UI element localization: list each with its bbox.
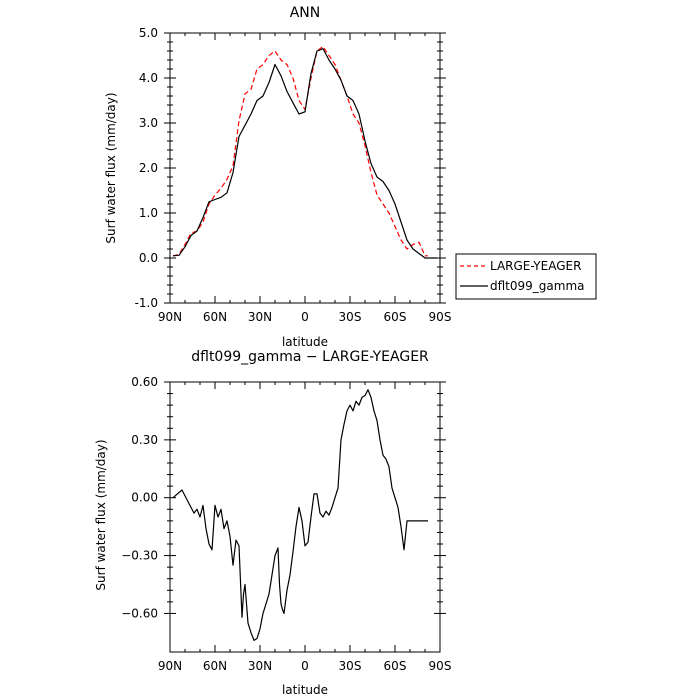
top-panel: ANN 90N 60N 30N 0 30S 60S 90S -1.0 0.0 1.0 2.0 3.0… xyxy=(104,5,451,349)
bottom-series-line-difference xyxy=(172,389,428,642)
top-y-axis: -1.0 0.0 1.0 2.0 3.0 4.0 5.0 xyxy=(135,26,446,310)
top-y-tick-label: 0.0 xyxy=(139,251,158,265)
top-x-tick-label: 0 xyxy=(301,310,309,324)
legend-label-large-yeager: LARGE-YEAGER xyxy=(490,259,581,273)
bottom-x-tick-label: 0 xyxy=(301,659,309,673)
bottom-x-tick-label: 90S xyxy=(429,659,452,673)
top-x-tick-label: 30S xyxy=(339,310,362,324)
bottom-panel: dflt099_gamma − LARGE-YEAGER 90N 60N 30N 0 3… xyxy=(94,349,451,697)
legend-box xyxy=(455,253,597,300)
top-y-tick-label: 1.0 xyxy=(139,206,158,220)
top-x-axis: 90N 60N 30N 0 30S 60S 90S xyxy=(158,33,452,324)
top-series-line-dflt099-gamma xyxy=(172,48,437,259)
bottom-chart-title: dflt099_gamma − LARGE-YEAGER xyxy=(191,349,429,365)
bottom-x-tick-label: 60N xyxy=(203,659,227,673)
top-x-tick-label: 30N xyxy=(248,310,272,324)
top-series-line-large-yeager xyxy=(172,45,428,257)
bottom-x-tick-label: 30N xyxy=(248,659,272,673)
bottom-y-tick-label: 0.60 xyxy=(131,375,158,389)
bottom-x-tick-label: 90N xyxy=(158,659,182,673)
top-y-tick-label: 2.0 xyxy=(139,161,158,175)
top-x-tick-label: 60S xyxy=(384,310,407,324)
top-x-tick-label: 60N xyxy=(203,310,227,324)
top-y-axis-label: Surf water flux (mm/day) xyxy=(104,92,118,243)
top-y-tick-label: 5.0 xyxy=(139,26,158,40)
top-x-tick-label: 90S xyxy=(429,310,452,324)
bottom-y-tick-label: −0.60 xyxy=(121,606,158,620)
bottom-y-tick-label: −0.30 xyxy=(121,549,158,563)
bottom-x-tick-label: 60S xyxy=(384,659,407,673)
top-series-group xyxy=(172,45,437,259)
top-y-tick-label: 3.0 xyxy=(139,116,158,130)
bottom-x-tick-label: 30S xyxy=(339,659,362,673)
bottom-y-axis: −0.60 −0.30 0.00 0.30 0.60 xyxy=(121,375,446,620)
bottom-y-tick-label: 0.00 xyxy=(131,491,158,505)
top-x-axis-label: latitude xyxy=(282,335,328,349)
bottom-series-group xyxy=(172,389,428,642)
top-chart-title: ANN xyxy=(290,5,321,21)
bottom-x-axis-label: latitude xyxy=(282,683,328,697)
legend: LARGE-YEAGER dflt099_gamma xyxy=(455,253,597,300)
top-y-tick-label: -1.0 xyxy=(135,296,158,310)
bottom-y-tick-label: 0.30 xyxy=(131,433,158,447)
top-y-tick-label: 4.0 xyxy=(139,71,158,85)
bottom-y-axis-label: Surf water flux (mm/day) xyxy=(94,439,108,590)
top-x-tick-label: 90N xyxy=(158,310,182,324)
bottom-x-axis: 90N 60N 30N 0 30S 60S 90S xyxy=(158,382,452,673)
legend-label-dflt099-gamma: dflt099_gamma xyxy=(490,279,585,293)
